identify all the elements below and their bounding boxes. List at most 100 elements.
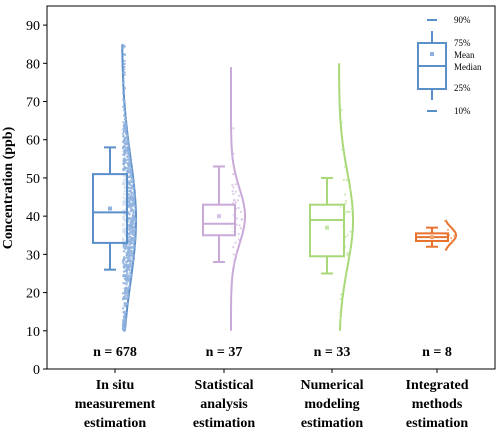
- data-point: [122, 80, 126, 84]
- data-point: [345, 179, 348, 182]
- data-point: [343, 165, 347, 168]
- data-point: [131, 259, 134, 262]
- plot-area: [46, 5, 496, 370]
- data-point: [128, 150, 131, 153]
- sample-size-label: n = 678: [93, 345, 137, 360]
- data-point: [126, 256, 129, 260]
- data-point: [124, 297, 127, 300]
- y-tick-label: 20: [26, 287, 40, 302]
- data-point: [123, 311, 127, 314]
- y-tick-label: 90: [26, 19, 40, 34]
- y-tick-label: 0: [33, 363, 40, 378]
- data-point: [235, 223, 238, 226]
- data-point: [122, 45, 125, 48]
- data-point: [122, 124, 126, 127]
- data-point: [126, 295, 129, 298]
- y-tick-label: 70: [26, 96, 40, 111]
- data-point: [132, 181, 135, 185]
- data-point: [237, 206, 240, 209]
- data-point: [231, 183, 234, 187]
- data-point: [126, 289, 129, 292]
- series-2: n = 37: [202, 67, 247, 360]
- data-point: [122, 262, 125, 265]
- data-point: [129, 230, 132, 234]
- mean-marker: [217, 214, 221, 219]
- data-point: [339, 311, 342, 314]
- data-point: [134, 208, 137, 211]
- data-point: [125, 280, 129, 284]
- data-point: [345, 210, 348, 213]
- data-point: [240, 218, 243, 221]
- data-point: [126, 302, 129, 305]
- data-point: [451, 239, 454, 243]
- data-point: [127, 250, 131, 253]
- data-point: [129, 257, 132, 260]
- data-point: [346, 234, 349, 237]
- y-tick-label: 50: [26, 172, 40, 187]
- data-point: [231, 190, 234, 193]
- x-category-label: measurement: [75, 397, 156, 412]
- sample-size-label: n = 37: [206, 345, 243, 360]
- data-point: [232, 202, 235, 205]
- data-point: [125, 265, 128, 268]
- data-point: [129, 163, 132, 166]
- x-category-label: estimation: [193, 416, 255, 431]
- data-point: [125, 287, 128, 290]
- x-category-label: In situ: [96, 378, 135, 393]
- data-point: [132, 196, 135, 200]
- data-point: [127, 155, 131, 158]
- data-point: [127, 254, 131, 257]
- data-point: [237, 238, 241, 241]
- data-point: [122, 121, 125, 124]
- data-point: [234, 201, 238, 204]
- data-point: [123, 138, 126, 141]
- data-point: [239, 227, 242, 230]
- data-point: [236, 199, 239, 202]
- data-point: [349, 188, 352, 191]
- data-point: [123, 100, 126, 104]
- data-point: [344, 193, 347, 196]
- data-point: [124, 136, 128, 139]
- data-point: [130, 176, 133, 179]
- data-point: [133, 222, 136, 226]
- violin-curve: [338, 63, 354, 331]
- data-point: [131, 253, 134, 256]
- data-point: [340, 121, 343, 124]
- data-point: [131, 216, 135, 219]
- data-point: [123, 329, 126, 332]
- data-point: [339, 293, 343, 296]
- data-point: [121, 140, 125, 143]
- data-point: [238, 194, 241, 197]
- data-point: [340, 109, 343, 112]
- y-tick-label: 60: [26, 134, 40, 149]
- violin-curve: [230, 67, 247, 331]
- data-point: [346, 254, 349, 257]
- data-point: [446, 228, 450, 231]
- data-point: [127, 152, 130, 155]
- data-point: [344, 271, 347, 274]
- data-point: [122, 149, 126, 153]
- data-point: [123, 292, 126, 295]
- legend-label-median: Median: [454, 62, 482, 72]
- data-point: [129, 210, 133, 213]
- series-3: n = 33: [309, 63, 354, 360]
- data-point: [123, 86, 127, 90]
- legend-label-p10: 10%: [454, 106, 471, 116]
- data-point: [122, 106, 126, 109]
- data-point: [131, 178, 135, 181]
- data-point: [123, 53, 126, 56]
- data-point: [126, 170, 129, 173]
- data-point: [124, 149, 128, 152]
- x-category-label: estimation: [301, 416, 363, 431]
- data-point: [129, 271, 132, 274]
- data-point: [123, 59, 126, 63]
- data-point: [130, 224, 134, 227]
- data-point: [124, 122, 127, 125]
- legend-label-q1: 25%: [454, 83, 471, 93]
- series-4: n = 8: [415, 219, 457, 360]
- data-point: [131, 184, 134, 187]
- data-point: [122, 270, 126, 273]
- data-point: [128, 243, 131, 246]
- data-point: [131, 242, 135, 245]
